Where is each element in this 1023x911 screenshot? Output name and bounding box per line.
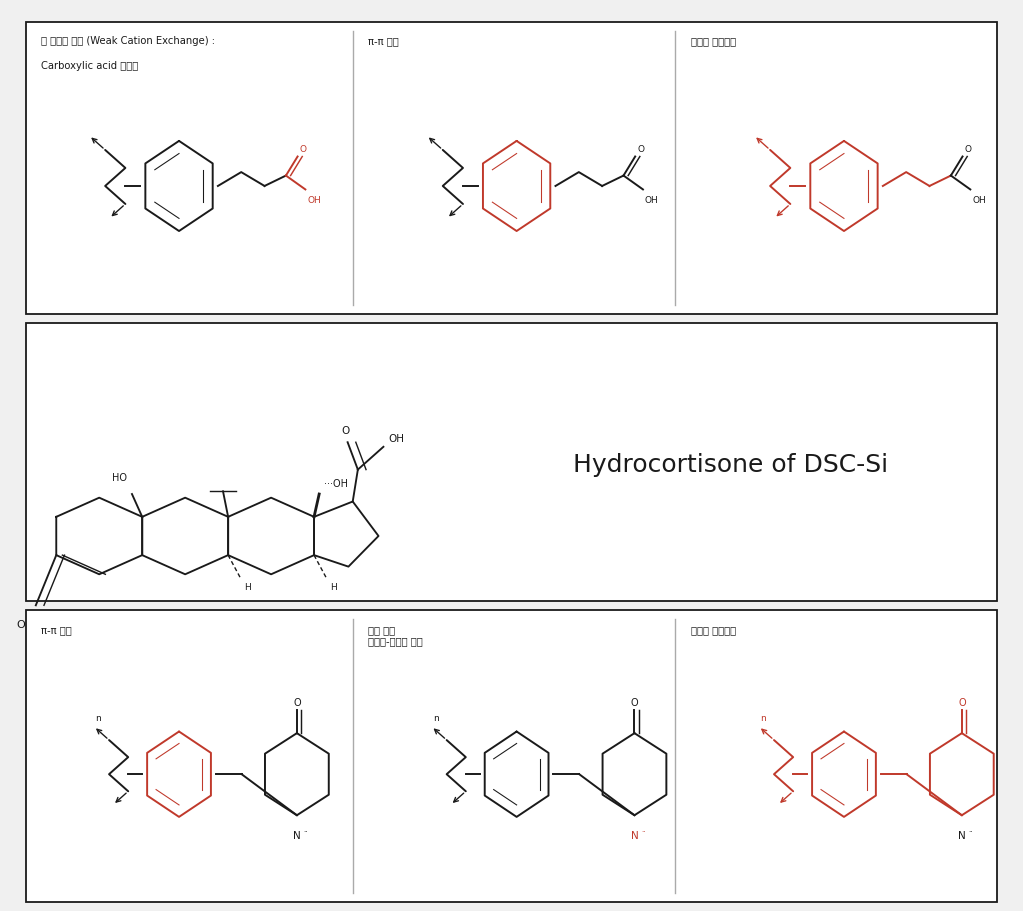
Text: 약 양이온 교환 (Weak Cation Exchange) :: 약 양이온 교환 (Weak Cation Exchange) : <box>41 36 215 46</box>
Text: O: O <box>16 619 25 630</box>
Text: ··: ·· <box>641 828 646 834</box>
Text: N: N <box>630 830 638 840</box>
Text: HO: HO <box>112 473 127 483</box>
Text: OH: OH <box>389 434 404 444</box>
Text: OH: OH <box>307 196 321 204</box>
Text: ··: ·· <box>304 828 308 834</box>
Text: 소수성 상호작용: 소수성 상호작용 <box>691 36 736 46</box>
Text: O: O <box>293 697 301 707</box>
Text: O: O <box>637 145 644 154</box>
FancyBboxPatch shape <box>26 323 997 601</box>
Text: n: n <box>95 713 101 722</box>
Text: 수소 결합
쌍극자-쌍극자 작용: 수소 결합 쌍극자-쌍극자 작용 <box>368 624 424 646</box>
FancyBboxPatch shape <box>26 23 997 314</box>
Text: n: n <box>760 713 766 722</box>
Text: Hydrocortisone of DSC-Si: Hydrocortisone of DSC-Si <box>573 453 888 476</box>
Text: N: N <box>958 830 966 840</box>
Text: ···OH: ···OH <box>324 478 348 488</box>
Text: O: O <box>958 697 966 707</box>
Text: π-π 결합: π-π 결합 <box>368 36 399 46</box>
Text: π-π 결합: π-π 결합 <box>41 624 72 634</box>
Text: n: n <box>433 713 439 722</box>
Text: O: O <box>630 697 638 707</box>
Text: N: N <box>293 830 301 840</box>
Text: H: H <box>244 583 252 592</box>
Text: Carboxylic acid 리간드: Carboxylic acid 리간드 <box>41 61 138 71</box>
Text: O: O <box>342 425 350 435</box>
Text: O: O <box>965 145 972 154</box>
Text: O: O <box>300 145 307 154</box>
Text: ··: ·· <box>969 828 973 834</box>
Text: H: H <box>330 583 338 592</box>
Text: 소수성 상호작용: 소수성 상호작용 <box>691 624 736 634</box>
Text: OH: OH <box>972 196 986 204</box>
Text: OH: OH <box>644 196 659 204</box>
FancyBboxPatch shape <box>26 610 997 902</box>
